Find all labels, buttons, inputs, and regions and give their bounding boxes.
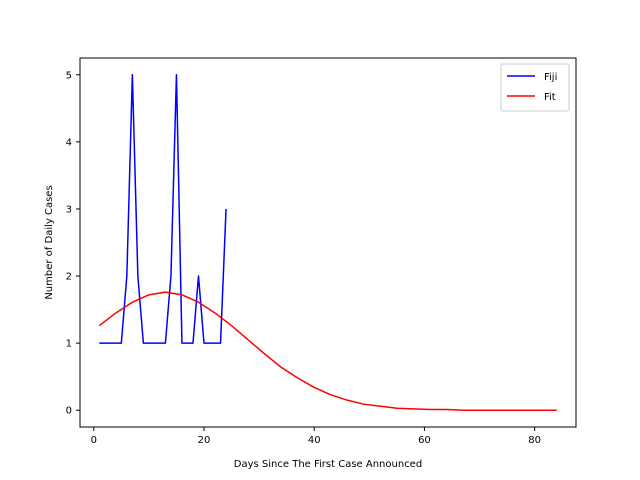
- x-tick-label: 80: [528, 435, 541, 446]
- x-tick-label: 60: [418, 435, 431, 446]
- legend: Fiji Fit: [500, 63, 570, 112]
- x-axis-label: Days Since The First Case Announced: [234, 459, 422, 470]
- y-axis-label: Number of Daily Cases: [44, 185, 55, 299]
- series-line-fit: [98, 291, 557, 411]
- x-axis-ticks: 0 20 40 60 80: [91, 427, 541, 446]
- y-tick-label: 1: [66, 339, 72, 350]
- legend-label-fiji: Fiji: [544, 72, 557, 83]
- y-tick-label: 3: [66, 204, 72, 215]
- series-line-fiji: [99, 74, 227, 344]
- y-tick-label: 5: [66, 70, 72, 81]
- y-tick-label: 0: [66, 406, 72, 417]
- plot-frame: [79, 57, 577, 428]
- legend-box: [500, 63, 570, 112]
- x-tick-label: 20: [198, 435, 211, 446]
- y-axis-ticks: 0 1 2 3 4 5: [66, 70, 80, 417]
- legend-label-fit: Fit: [544, 92, 556, 103]
- y-tick-label: 4: [66, 137, 72, 148]
- x-tick-label: 40: [308, 435, 321, 446]
- x-tick-label: 0: [91, 435, 97, 446]
- plot-lines: [98, 74, 557, 411]
- y-tick-label: 2: [66, 272, 72, 283]
